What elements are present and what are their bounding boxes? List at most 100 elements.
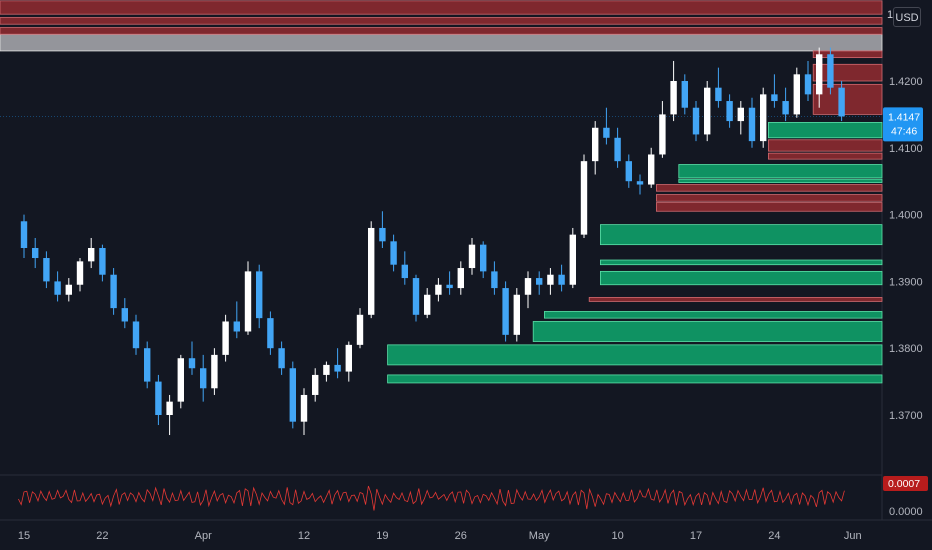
candle [838, 81, 845, 122]
supply-zone [0, 17, 883, 25]
candle-body [704, 87, 711, 135]
supply-zone [0, 0, 883, 15]
supply-zone [656, 194, 883, 202]
price-tick-label: 1.4100 [889, 143, 923, 155]
price-tick-label: 1.4200 [889, 76, 923, 88]
candle-body [547, 274, 554, 285]
candle-body [569, 234, 576, 285]
candle-body [737, 107, 744, 122]
candle [771, 74, 778, 108]
candle [334, 348, 341, 379]
candle [446, 271, 453, 295]
bar-countdown: 47:46 [891, 125, 917, 137]
candle-body [233, 321, 240, 332]
candle-body [222, 321, 229, 355]
candle [524, 271, 532, 309]
candle-body [491, 271, 498, 289]
price-tick-label: 1.3700 [889, 410, 923, 422]
candle-body [435, 284, 442, 295]
candle [670, 60, 677, 122]
candle-body [524, 278, 532, 295]
candle [558, 264, 565, 292]
supply-zone [812, 83, 883, 115]
candle [412, 274, 420, 322]
candle-body [513, 294, 520, 335]
indicator-line [18, 485, 845, 511]
candle-body [289, 368, 296, 422]
candle [704, 81, 711, 142]
candle [244, 261, 252, 335]
candle [368, 221, 375, 319]
candle-body [267, 318, 274, 349]
candle-body [256, 271, 263, 319]
time-tick-label: Apr [195, 530, 212, 542]
candle-body [804, 74, 812, 95]
supply-zone [656, 184, 883, 192]
price-tick-label: 1.3800 [889, 343, 923, 355]
candle [804, 60, 812, 102]
candle-body [625, 161, 632, 182]
candle [692, 101, 700, 142]
candle-body [816, 54, 823, 95]
candle [200, 354, 207, 402]
candle [379, 211, 386, 248]
candle [144, 341, 151, 389]
candle [592, 121, 599, 175]
candle-body [76, 261, 84, 285]
candle-body [558, 274, 565, 285]
candle [88, 237, 95, 269]
candle-body [446, 284, 453, 289]
candle [211, 348, 218, 395]
demand-zone [678, 178, 883, 183]
supply-zone [656, 202, 883, 212]
candle-body [312, 374, 319, 395]
axes-layer: 1.4200 1.4100 1.4000 1.3900 1.3800 1.3700 1.41… [18, 76, 923, 542]
candle [491, 261, 498, 295]
indicator-badge-bg [883, 476, 928, 491]
candle-body [99, 248, 106, 275]
candle [390, 234, 397, 272]
candle [121, 298, 128, 329]
candle [20, 214, 28, 259]
candle [76, 258, 84, 292]
candle [659, 101, 666, 158]
candle [424, 288, 431, 319]
candle [188, 341, 196, 375]
supply-zone [812, 63, 883, 82]
time-tick-label: 26 [455, 530, 467, 542]
indicator-value-badge: 0.0007 [883, 476, 928, 491]
candle-body [132, 321, 140, 349]
candle-body [155, 381, 162, 415]
current-price-badge: 1.4147 47:46 [883, 107, 923, 142]
candle [748, 97, 756, 148]
time-tick-label: 22 [96, 530, 108, 542]
price-tick-label: 1.3900 [889, 276, 923, 288]
time-tick-label: 10 [611, 530, 623, 542]
candle [110, 268, 117, 315]
candle [99, 244, 106, 282]
supply-zone [768, 139, 883, 152]
candle [132, 314, 140, 355]
candle-body [726, 101, 733, 122]
candle [312, 368, 319, 402]
candle [278, 341, 285, 375]
demand-zone [600, 270, 883, 286]
candle [457, 261, 464, 295]
candle-body [110, 274, 117, 309]
candle-body [323, 364, 330, 375]
candle-body [771, 94, 778, 102]
candle-body [793, 74, 800, 115]
current-price-badge-bg [883, 107, 923, 142]
candle-body [468, 244, 476, 269]
demand-zone [532, 321, 883, 342]
candle-body [65, 284, 72, 295]
zone-layer [0, 0, 883, 384]
candle-body [659, 114, 666, 155]
time-tick-label: 19 [376, 530, 388, 542]
demand-zone [600, 224, 883, 246]
indicator-pane: 0.0007 0.0000 [18, 476, 928, 518]
candle-body [580, 161, 588, 235]
currency-button[interactable]: USD [893, 7, 921, 27]
candle-body [648, 154, 655, 185]
